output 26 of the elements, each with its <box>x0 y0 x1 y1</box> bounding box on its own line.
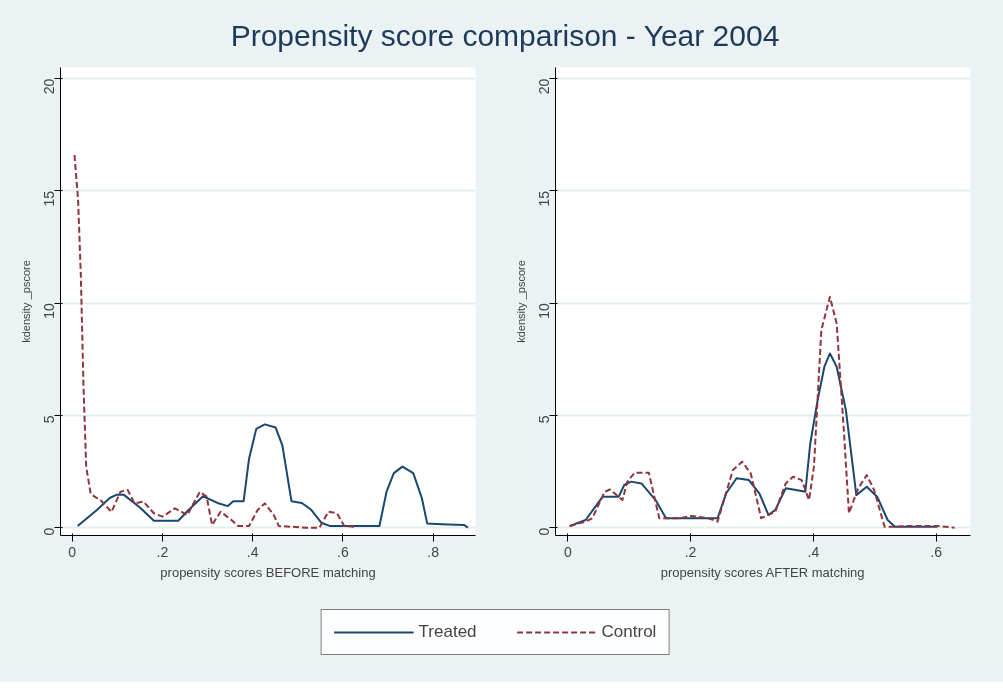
legend-label: Treated <box>418 622 477 642</box>
x-tick-label: 0 <box>563 543 572 560</box>
y-tick-label: 0 <box>41 527 58 536</box>
x-tick-label: .8 <box>427 543 440 560</box>
y-tick-label: 10 <box>41 302 58 319</box>
y-tick-label: 5 <box>536 415 553 424</box>
x-tick-label: .6 <box>930 543 943 560</box>
y-tick-label: 15 <box>41 190 58 207</box>
x-tick-label: .4 <box>807 543 820 560</box>
y-axis-title: kdensity _pscore <box>514 260 527 343</box>
y-tick-label: 15 <box>536 190 553 207</box>
legend-label: Control <box>601 622 657 642</box>
y-tick-label: 5 <box>41 415 58 424</box>
x-axis-title: propensity scores AFTER matching <box>660 564 865 580</box>
x-tick-label: .6 <box>337 543 349 560</box>
x-tick-label: 0 <box>68 543 77 560</box>
y-tick-label: 0 <box>536 527 553 536</box>
y-tick-label: 20 <box>41 78 58 95</box>
x-tick-label: .2 <box>684 543 697 560</box>
x-axis-title: propensity scores BEFORE matching <box>160 564 376 580</box>
y-tick-label: 20 <box>536 78 553 95</box>
chart-title: Propensity score comparison - Year 2004 <box>230 18 780 54</box>
y-tick-label: 10 <box>536 302 553 319</box>
y-axis-title: kdensity _pscore <box>19 260 32 343</box>
x-tick-label: .4 <box>246 543 259 560</box>
x-tick-label: .2 <box>156 543 169 560</box>
